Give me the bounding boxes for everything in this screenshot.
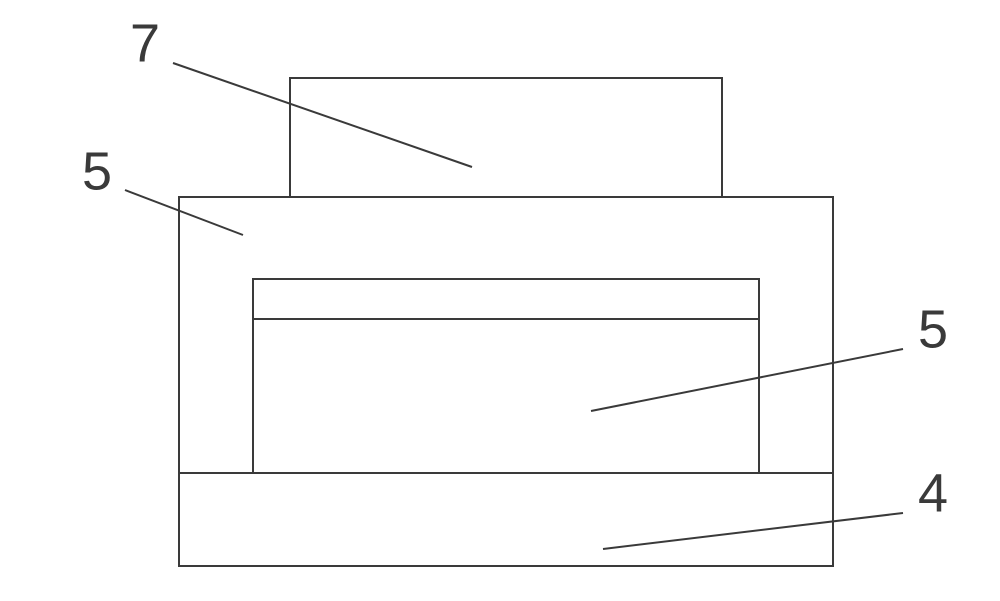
label-5: 5 (918, 299, 948, 359)
label-7: 7 (130, 13, 160, 73)
technical-diagram: 7 5 5 4 (0, 0, 1000, 601)
leader-4 (603, 513, 903, 549)
part-5-window (253, 279, 759, 473)
leader-5 (591, 349, 903, 411)
label-2: 5 (82, 141, 112, 201)
part-7-block (290, 78, 722, 197)
label-4: 4 (918, 463, 948, 523)
callouts: 7 5 5 4 (82, 13, 948, 549)
